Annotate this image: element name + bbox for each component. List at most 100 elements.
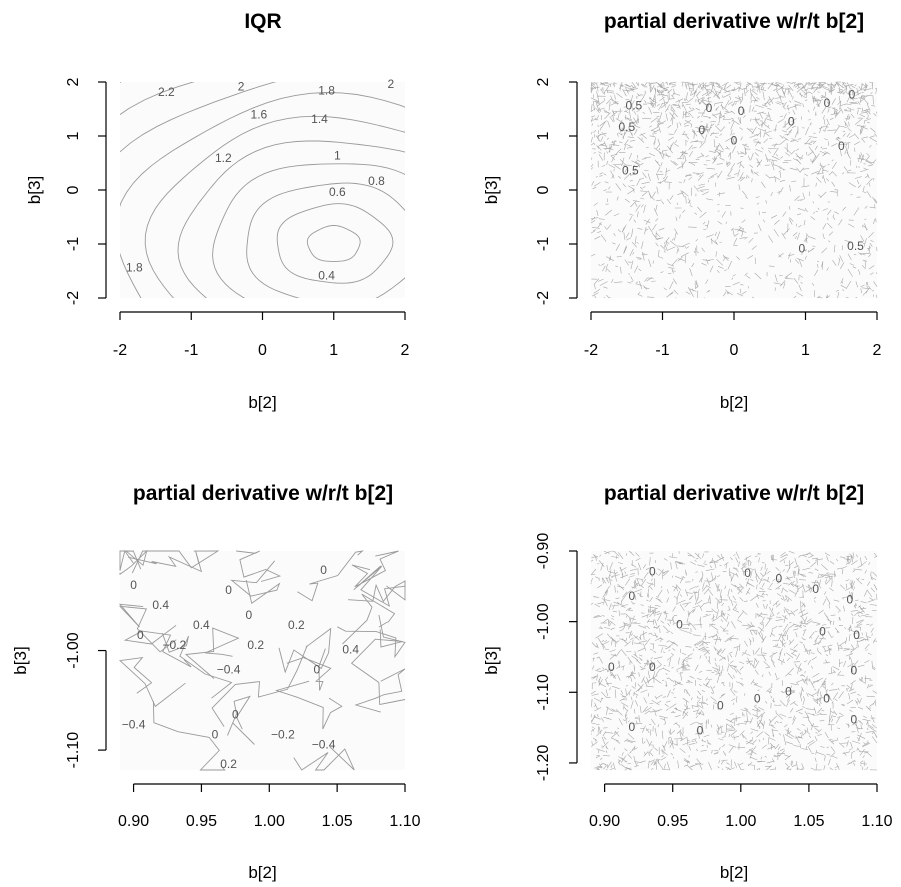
contour-label: 1.6 <box>251 108 268 122</box>
x-tick-label: -2 <box>584 342 598 359</box>
contour-label: −0.4 <box>122 717 146 731</box>
contour-line <box>306 225 361 262</box>
contour-label: −0.2 <box>271 727 295 741</box>
y-axis-label: b[3] <box>482 176 501 204</box>
x-tick-label: -2 <box>113 342 127 359</box>
contour-label: 0.5 <box>847 239 864 253</box>
x-axis-label: b[2] <box>248 393 276 412</box>
contour-label: −0.4 <box>217 663 241 677</box>
contour-label: 0 <box>850 713 857 727</box>
contour-label: 0 <box>738 104 745 118</box>
x-tick-label: 2 <box>873 342 882 359</box>
contour-line <box>128 550 203 573</box>
panel-2: partial derivative w/r/t b[2]0.50.50.50 0… <box>482 10 882 412</box>
y-tick-label: -2 <box>535 291 552 305</box>
y-tick-label: -1.10 <box>65 732 82 769</box>
x-tick-label: 0.90 <box>589 813 620 830</box>
contour-label: 0.2 <box>288 618 305 632</box>
contour-label: 0 <box>785 684 792 698</box>
contour-label: 0 <box>697 723 704 737</box>
contour-label: 2 <box>387 77 394 91</box>
contour-label: 0 <box>676 617 683 631</box>
y-tick-label: 0 <box>65 185 82 194</box>
chart-title: IQR <box>244 10 281 33</box>
contour-label: 0 <box>849 88 856 102</box>
contour-line <box>342 593 396 645</box>
chart-title: partial derivative w/r/t b[2] <box>133 482 393 505</box>
y-tick-label: -1 <box>65 237 82 251</box>
x-tick-label: 1.05 <box>322 813 353 830</box>
x-tick-label: 1.10 <box>861 813 892 830</box>
contour-label: 1.8 <box>126 260 143 274</box>
chart-title: partial derivative w/r/t b[2] <box>604 482 864 505</box>
y-axis-label: b[3] <box>482 646 501 674</box>
x-axis-label: b[2] <box>248 863 276 882</box>
contour-line <box>351 550 399 588</box>
contour-label: −0.2 <box>162 638 186 652</box>
y-tick-label: 0 <box>535 185 552 194</box>
contour-label: 0 <box>246 608 253 622</box>
x-tick-label: 0 <box>258 342 267 359</box>
x-tick-label: 1.00 <box>725 813 756 830</box>
contour-line <box>337 614 406 659</box>
contour-label: 0 <box>850 663 857 677</box>
contours <box>120 82 405 298</box>
y-tick-label: 2 <box>535 77 552 86</box>
contour-label: 0.4 <box>318 269 335 283</box>
y-tick-label: -1.20 <box>535 745 552 782</box>
contour-label: 0.2 <box>220 757 237 771</box>
contour-label: 0 <box>823 692 830 706</box>
contour-label: 0 <box>130 578 137 592</box>
x-tick-label: 0.95 <box>186 813 217 830</box>
y-tick-label: -1.00 <box>65 632 82 669</box>
contour-line <box>184 627 240 679</box>
contour-label: 0 <box>812 582 819 596</box>
x-tick-label: 1.05 <box>793 813 824 830</box>
contour-line <box>211 645 308 727</box>
contour-label: 0 <box>313 663 320 677</box>
contour-label: 0 <box>649 660 656 674</box>
contour-line <box>354 668 406 713</box>
y-tick-label: 2 <box>65 77 82 86</box>
y-tick-label: -1 <box>535 237 552 251</box>
contour-line <box>276 203 394 284</box>
x-tick-label: 1 <box>801 342 810 359</box>
contours <box>590 550 878 771</box>
contour-label: 0.4 <box>342 643 359 657</box>
y-tick-label: -1.10 <box>535 674 552 711</box>
contour-labels: 0 0 00 000 0 00 0 000 000 00 <box>608 564 860 737</box>
contour-line <box>119 549 134 571</box>
plot-area <box>120 82 405 298</box>
y-tick-label: -2 <box>65 291 82 305</box>
contour-label: 0 <box>819 624 826 638</box>
contour-label: 2 <box>238 80 245 94</box>
y-tick-label: 1 <box>65 131 82 140</box>
contour-label: 0 <box>717 699 724 713</box>
contour-line <box>131 550 220 574</box>
contour-label: 0 <box>225 583 232 597</box>
plot-area <box>120 551 405 770</box>
contour-label: 0 <box>824 96 831 110</box>
contour-label: 0 <box>838 139 845 153</box>
contour-line <box>353 565 406 607</box>
chart-title: partial derivative w/r/t b[2] <box>604 10 864 33</box>
contour-label: 1.2 <box>215 151 232 165</box>
contour-texture <box>590 81 878 299</box>
contour-line <box>152 700 226 771</box>
y-axis-label: b[3] <box>11 646 30 674</box>
contour-label: 1 <box>334 149 341 163</box>
contour-label: 0 <box>137 628 144 642</box>
y-tick-label: -1.00 <box>535 603 552 640</box>
contour-line <box>212 163 405 298</box>
contour-label: 0 <box>698 123 705 137</box>
x-tick-label: 0.90 <box>118 813 149 830</box>
plot-area <box>591 551 877 770</box>
contour-label: 0.5 <box>622 163 639 177</box>
contour-label: 0.8 <box>368 174 385 188</box>
contour-label: 0 <box>212 727 219 741</box>
